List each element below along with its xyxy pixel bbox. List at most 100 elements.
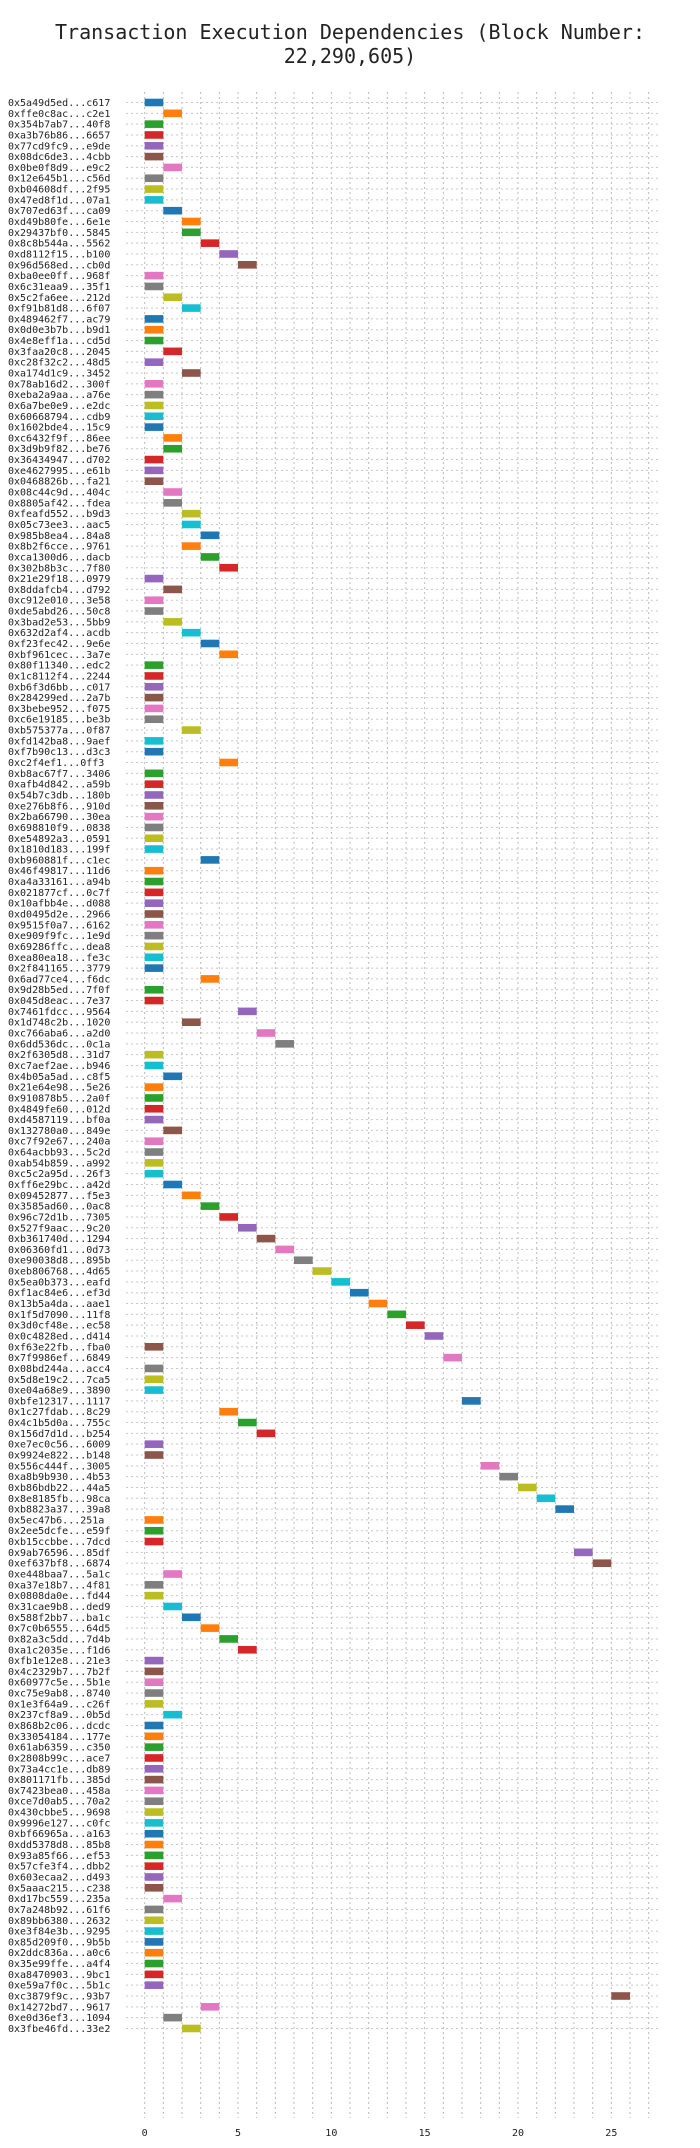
bar [144, 910, 164, 918]
y-tick-label: 0x2ddc836a...a0c6 [8, 1948, 110, 1959]
bar [144, 336, 164, 345]
bar [182, 2024, 201, 2033]
y-tick-label: 0xf63e22fb...fba0 [8, 1342, 110, 1353]
y-tick-label: 0x8e8185fb...98ca [8, 1494, 110, 1505]
x-tick-label: 25 [605, 2128, 617, 2139]
y-tick-label: 0x73a4cc1e...db89 [8, 1764, 110, 1775]
bar [144, 282, 164, 291]
y-tick-label: 0xf1ac84e6...ef3d [8, 1288, 110, 1299]
y-tick-label: 0x05c73ee3...aac5 [8, 520, 110, 531]
bar [144, 1840, 164, 1849]
bar [144, 1786, 164, 1795]
bar [144, 1721, 164, 1730]
y-tick-label: 0x489462f7...ac79 [8, 314, 110, 325]
y-tick-label: 0xbfe12317...1117 [8, 1396, 110, 1407]
bar [182, 217, 201, 226]
y-tick-label: 0x82a3c5dd...7d4b [8, 1634, 110, 1645]
bar [368, 1299, 388, 1308]
bar [144, 1754, 164, 1762]
bar [144, 185, 164, 193]
y-tick-label: 0x7423bea0...458a [8, 1786, 110, 1797]
y-tick-label: 0x1c8112f4...2244 [8, 671, 110, 682]
y-tick-label: 0x31cae9b8...ded9 [8, 1602, 110, 1613]
bar [144, 1689, 164, 1697]
y-tick-label: 0x4c2329b7...7b2f [8, 1667, 110, 1678]
bar [144, 1050, 164, 1059]
chart-title: Transaction Execution Dependencies (Bloc… [54, 20, 645, 68]
bar [200, 975, 220, 983]
y-tick-label: 0x69286ffc...dea8 [8, 942, 110, 953]
y-tick-label: 0xd17bc559...235a [8, 1894, 110, 1905]
bar [144, 574, 164, 583]
bar [144, 1169, 164, 1178]
y-tick-label: 0xb6f3d6bb...c017 [8, 682, 110, 693]
bar [219, 758, 238, 767]
bar [163, 499, 182, 507]
y-tick-label: 0xc766aba6...a2d0 [8, 1029, 110, 1040]
y-tick-label: 0x46f49817...11d6 [8, 866, 110, 877]
y-tick-label: 0x9515f0a7...6162 [8, 920, 110, 931]
y-tick-label: 0xd8112f15...b100 [8, 249, 110, 260]
y-tick-label: 0x801171fb...385d [8, 1775, 110, 1786]
bar [144, 942, 164, 951]
y-tick-label: 0xc912e010...3e58 [8, 596, 110, 607]
y-tick-label: 0x85d209f0...9b5b [8, 1937, 110, 1948]
y-tick-label: 0x8b2f6cce...9761 [8, 542, 110, 553]
bar [424, 1332, 444, 1340]
y-tick-label: 0xa8470903...9bc1 [8, 1970, 110, 1981]
y-tick-label: 0xab54b859...a992 [8, 1158, 110, 1169]
bar [144, 325, 164, 334]
y-tick-label: 0xc2f4ef1...0ff3 [8, 758, 104, 769]
y-tick-label: 0x4849fe60...012d [8, 1104, 110, 1115]
bar [144, 704, 164, 713]
y-tick-label: 0xd0495d2e...2966 [8, 910, 110, 921]
y-tick-label: 0xb575377a...0f87 [8, 726, 110, 737]
y-tick-label: 0x588f2bb7...ba1c [8, 1613, 110, 1624]
y-tick-label: 0x302b8b3c...7f80 [8, 563, 110, 574]
bar [144, 401, 164, 410]
bar [163, 2013, 182, 2022]
y-tick-label: 0x0be0f8d9...e9c2 [8, 163, 110, 174]
bar [144, 1959, 164, 1968]
y-tick-label: 0x08c44c9d...404c [8, 488, 110, 499]
y-tick-label: 0xc6432f9f...86ee [8, 433, 110, 444]
y-tick-label: 0x021877cf...0c7f [8, 888, 110, 899]
y-tick-label: 0x6a7be0e9...e2dc [8, 401, 110, 412]
bar [144, 1451, 164, 1459]
bar [144, 1386, 164, 1394]
bar [144, 1440, 164, 1448]
bar [144, 921, 164, 929]
y-tick-label: 0x8805af42...fdea [8, 498, 110, 509]
y-tick-label: 0x8ddafcb4...d792 [8, 585, 110, 596]
y-tick-label: 0xb8823a37...39a8 [8, 1505, 110, 1516]
y-tick-label: 0x96c72d1b...7305 [8, 1212, 110, 1223]
bar [144, 358, 164, 366]
bar [144, 1159, 164, 1167]
bar [200, 239, 220, 247]
bar [144, 769, 164, 778]
bar [144, 477, 164, 485]
y-tick-label: 0x54b7c3db...180b [8, 790, 110, 801]
bar [144, 985, 164, 994]
y-tick-label: 0x910878b5...2a0f [8, 1093, 110, 1104]
y-tick-label: 0x156d7d1d...b254 [8, 1429, 110, 1440]
bar [182, 520, 201, 529]
y-tick-label: 0x9ab76596...85df [8, 1548, 110, 1559]
bar [163, 347, 182, 356]
bar [200, 639, 220, 648]
bar [144, 737, 164, 745]
y-tick-label: 0x33054184...177e [8, 1732, 110, 1743]
y-tick-label: 0xeb806768...4d65 [8, 1267, 110, 1278]
y-tick-label: 0xc5c2a95d...26f3 [8, 1169, 110, 1180]
bar [163, 1602, 182, 1611]
bar [144, 715, 164, 724]
bar [182, 304, 201, 312]
bar [144, 1526, 164, 1535]
y-tick-label: 0x9d28b5ed...7f0f [8, 985, 110, 996]
bar [144, 780, 164, 788]
y-tick-label: 0x527f9aac...9c20 [8, 1223, 110, 1234]
bar [219, 1213, 238, 1221]
bar [144, 866, 164, 875]
y-tick-label: 0xbf961cec...3a7e [8, 650, 110, 661]
bar [144, 1916, 164, 1925]
